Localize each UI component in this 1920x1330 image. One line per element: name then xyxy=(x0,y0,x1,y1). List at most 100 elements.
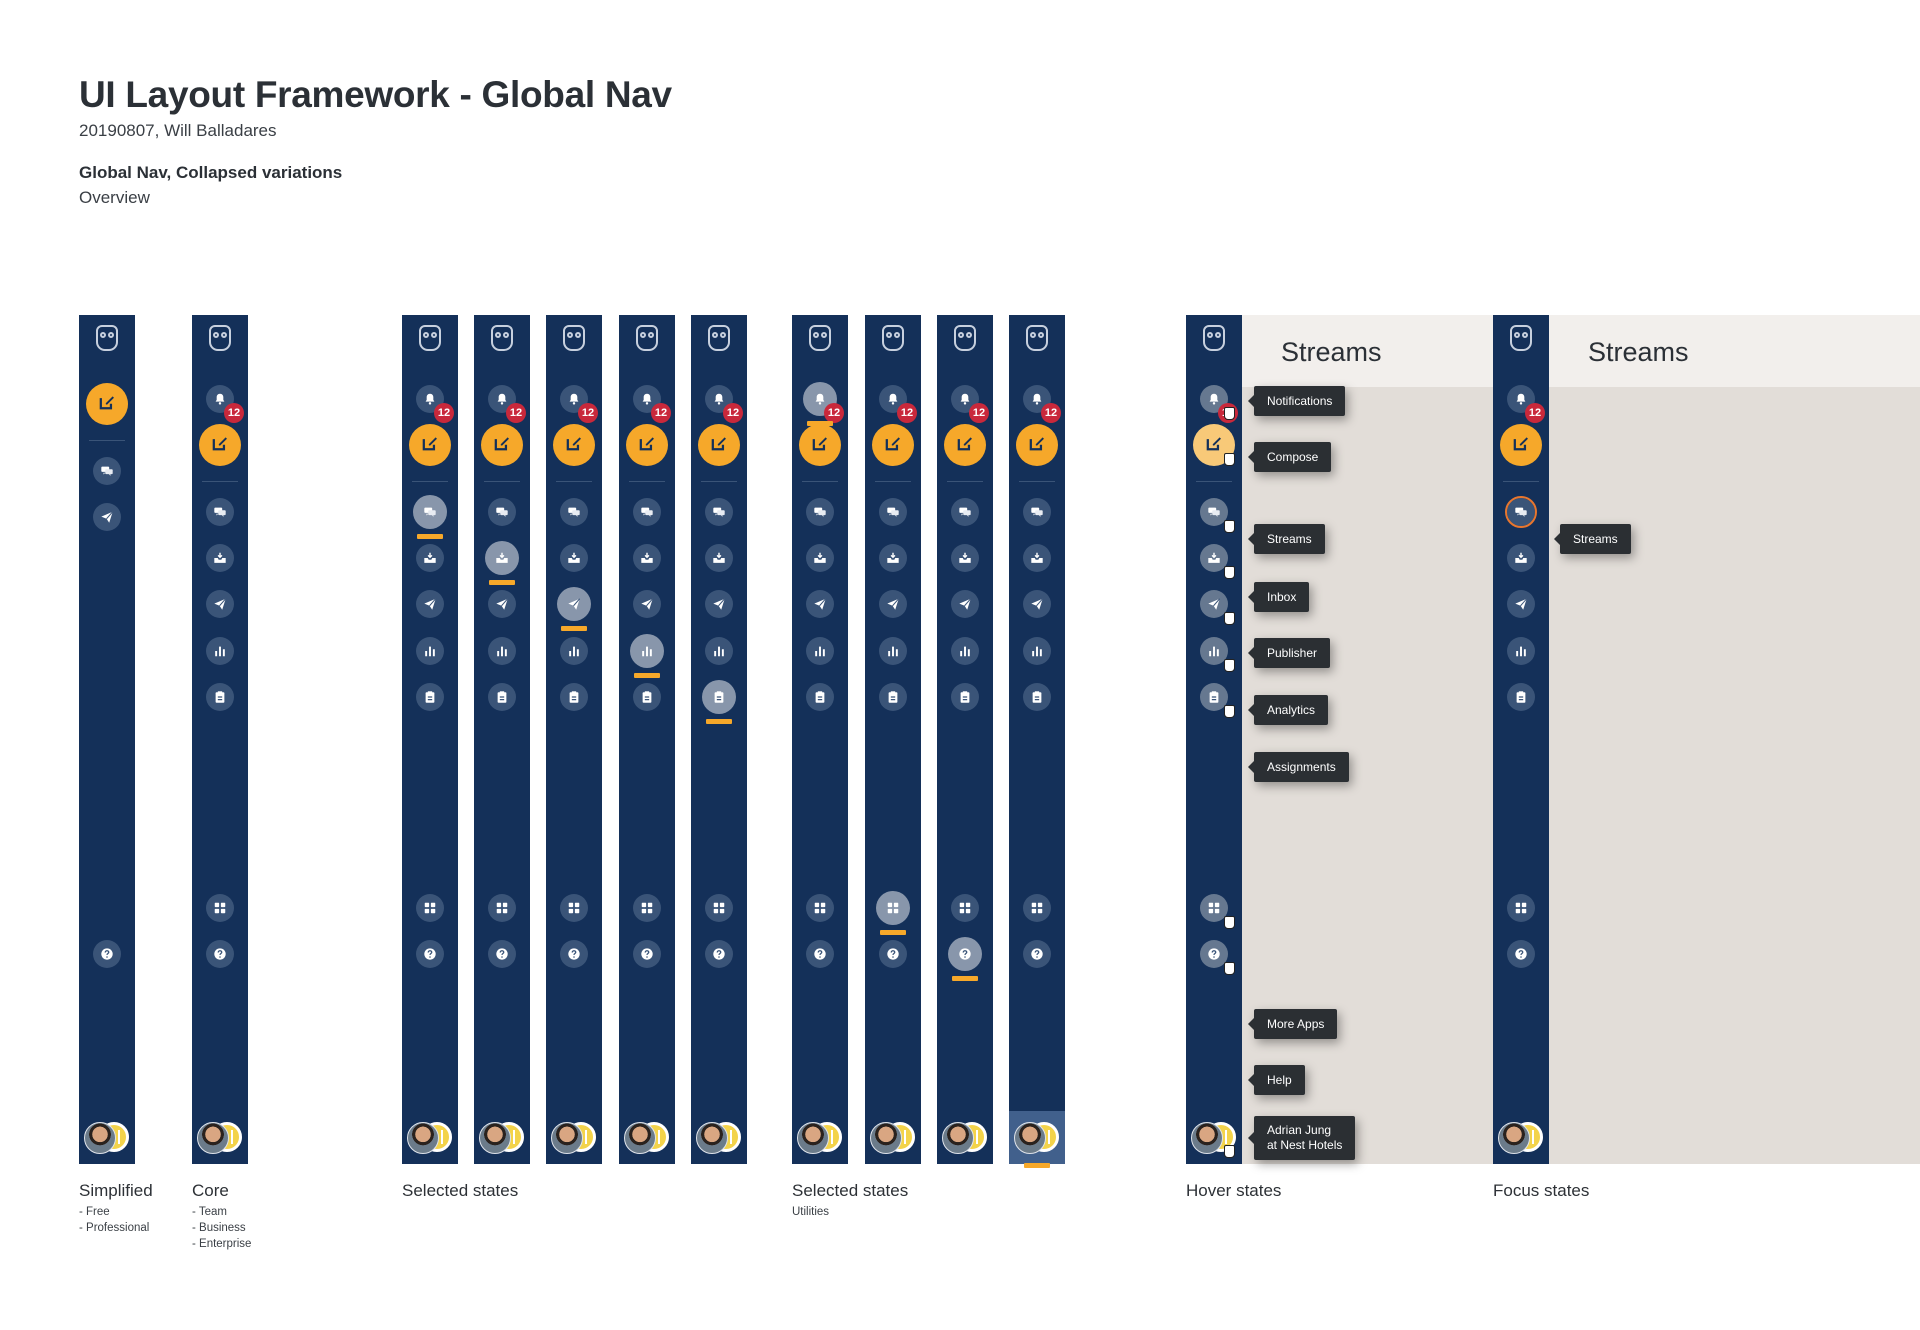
inbox-button[interactable] xyxy=(879,544,907,572)
more-apps-button[interactable] xyxy=(806,894,834,922)
compose-button[interactable] xyxy=(1500,424,1542,466)
avatar[interactable] xyxy=(870,1122,902,1154)
more-apps-button[interactable] xyxy=(876,891,910,925)
compose-button[interactable] xyxy=(553,424,595,466)
inbox-button[interactable] xyxy=(1200,544,1228,572)
streams-button[interactable] xyxy=(488,498,516,526)
inbox-button[interactable] xyxy=(806,544,834,572)
analytics-button[interactable] xyxy=(879,637,907,665)
owl-logo-icon[interactable] xyxy=(708,325,730,351)
analytics-button[interactable] xyxy=(206,637,234,665)
help-button[interactable] xyxy=(948,937,982,971)
owl-logo-icon[interactable] xyxy=(419,325,441,351)
analytics-button[interactable] xyxy=(951,637,979,665)
assignments-button[interactable] xyxy=(633,683,661,711)
assignments-button[interactable] xyxy=(1023,683,1051,711)
publisher-button[interactable] xyxy=(557,587,591,621)
publisher-button[interactable] xyxy=(705,590,733,618)
analytics-button[interactable] xyxy=(1507,637,1535,665)
help-button[interactable] xyxy=(1507,940,1535,968)
publisher-button[interactable] xyxy=(1507,590,1535,618)
help-button[interactable] xyxy=(705,940,733,968)
more-apps-button[interactable] xyxy=(951,894,979,922)
owl-logo-icon[interactable] xyxy=(96,325,118,351)
owl-logo-icon[interactable] xyxy=(636,325,658,351)
analytics-button[interactable] xyxy=(705,637,733,665)
inbox-button[interactable] xyxy=(951,544,979,572)
publisher-button[interactable] xyxy=(806,590,834,618)
streams-button[interactable] xyxy=(705,498,733,526)
compose-button[interactable] xyxy=(481,424,523,466)
avatar[interactable] xyxy=(84,1122,116,1154)
owl-logo-icon[interactable] xyxy=(882,325,904,351)
inbox-button[interactable] xyxy=(633,544,661,572)
avatar[interactable] xyxy=(797,1122,829,1154)
analytics-button[interactable] xyxy=(560,637,588,665)
more-apps-button[interactable] xyxy=(560,894,588,922)
avatar[interactable] xyxy=(407,1122,439,1154)
compose-button[interactable] xyxy=(872,424,914,466)
more-apps-button[interactable] xyxy=(633,894,661,922)
publisher-button[interactable] xyxy=(1200,590,1228,618)
analytics-button[interactable] xyxy=(1200,637,1228,665)
publisher-button[interactable] xyxy=(416,590,444,618)
streams-button[interactable] xyxy=(951,498,979,526)
owl-logo-icon[interactable] xyxy=(1026,325,1048,351)
avatar[interactable] xyxy=(696,1122,728,1154)
more-apps-button[interactable] xyxy=(416,894,444,922)
inbox-button[interactable] xyxy=(416,544,444,572)
help-button[interactable] xyxy=(806,940,834,968)
streams-button[interactable] xyxy=(633,498,661,526)
streams-button[interactable] xyxy=(560,498,588,526)
help-button[interactable] xyxy=(416,940,444,968)
avatar[interactable] xyxy=(551,1122,583,1154)
more-apps-button[interactable] xyxy=(206,894,234,922)
inbox-button[interactable] xyxy=(1507,544,1535,572)
compose-button[interactable] xyxy=(199,424,241,466)
inbox-button[interactable] xyxy=(705,544,733,572)
help-button[interactable] xyxy=(93,940,121,968)
streams-button[interactable] xyxy=(93,457,121,485)
more-apps-button[interactable] xyxy=(1023,894,1051,922)
help-button[interactable] xyxy=(879,940,907,968)
help-button[interactable] xyxy=(206,940,234,968)
compose-button[interactable] xyxy=(799,424,841,466)
streams-button[interactable] xyxy=(413,495,447,529)
analytics-button[interactable] xyxy=(630,634,664,668)
assignments-button[interactable] xyxy=(488,683,516,711)
streams-button[interactable] xyxy=(1505,496,1537,528)
streams-button[interactable] xyxy=(1200,498,1228,526)
avatar[interactable] xyxy=(1191,1122,1223,1154)
publisher-button[interactable] xyxy=(633,590,661,618)
compose-button[interactable] xyxy=(1016,424,1058,466)
compose-button[interactable] xyxy=(626,424,668,466)
assignments-button[interactable] xyxy=(879,683,907,711)
more-apps-button[interactable] xyxy=(488,894,516,922)
compose-button[interactable] xyxy=(698,424,740,466)
assignments-button[interactable] xyxy=(702,680,736,714)
analytics-button[interactable] xyxy=(1023,637,1051,665)
publisher-button[interactable] xyxy=(951,590,979,618)
inbox-button[interactable] xyxy=(485,541,519,575)
publisher-button[interactable] xyxy=(879,590,907,618)
inbox-button[interactable] xyxy=(206,544,234,572)
more-apps-button[interactable] xyxy=(705,894,733,922)
publisher-button[interactable] xyxy=(488,590,516,618)
owl-logo-icon[interactable] xyxy=(1510,325,1532,351)
owl-logo-icon[interactable] xyxy=(809,325,831,351)
owl-logo-icon[interactable] xyxy=(954,325,976,351)
analytics-button[interactable] xyxy=(806,637,834,665)
help-button[interactable] xyxy=(633,940,661,968)
avatar[interactable] xyxy=(197,1122,229,1154)
owl-logo-icon[interactable] xyxy=(1203,325,1225,351)
avatar[interactable] xyxy=(624,1122,656,1154)
notifications-button[interactable] xyxy=(705,385,733,413)
avatar[interactable] xyxy=(1014,1122,1046,1154)
publisher-button[interactable] xyxy=(206,590,234,618)
assignments-button[interactable] xyxy=(416,683,444,711)
assignments-button[interactable] xyxy=(1200,683,1228,711)
help-button[interactable] xyxy=(488,940,516,968)
compose-button[interactable] xyxy=(944,424,986,466)
assignments-button[interactable] xyxy=(806,683,834,711)
analytics-button[interactable] xyxy=(416,637,444,665)
